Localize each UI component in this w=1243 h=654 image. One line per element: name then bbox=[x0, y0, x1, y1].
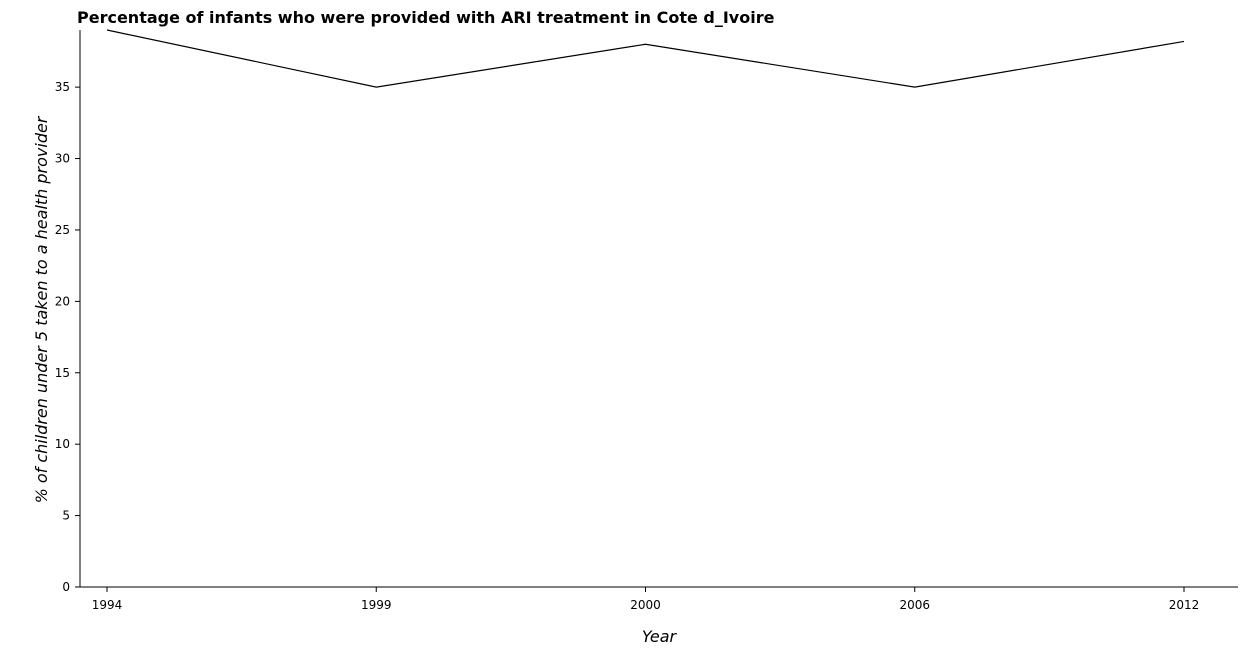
y-tick-label: 0 bbox=[62, 580, 70, 594]
x-ticks: 1994 1999 2000 2006 2012 bbox=[92, 587, 1200, 612]
chart-title: Percentage of infants who were provided … bbox=[77, 8, 775, 27]
y-axis-label: % of children under 5 taken to a health … bbox=[32, 115, 51, 503]
y-tick-label: 5 bbox=[62, 509, 70, 523]
y-tick-label: 30 bbox=[55, 152, 70, 166]
y-tick-label: 35 bbox=[55, 80, 70, 94]
x-tick-label: 2000 bbox=[630, 598, 661, 612]
y-tick-label: 25 bbox=[55, 223, 70, 237]
x-tick-label: 1999 bbox=[361, 598, 392, 612]
x-tick-label: 2012 bbox=[1169, 598, 1200, 612]
x-tick-label: 1994 bbox=[92, 598, 123, 612]
y-tick-label: 20 bbox=[55, 294, 70, 308]
y-ticks: 0 5 10 15 20 25 30 35 bbox=[55, 80, 80, 594]
x-axis-label: Year bbox=[642, 627, 678, 646]
x-tick-label: 2006 bbox=[899, 598, 930, 612]
y-tick-label: 15 bbox=[55, 366, 70, 380]
series-line bbox=[106, 29, 1185, 88]
series-group bbox=[106, 29, 1185, 88]
y-tick-label: 10 bbox=[55, 437, 70, 451]
